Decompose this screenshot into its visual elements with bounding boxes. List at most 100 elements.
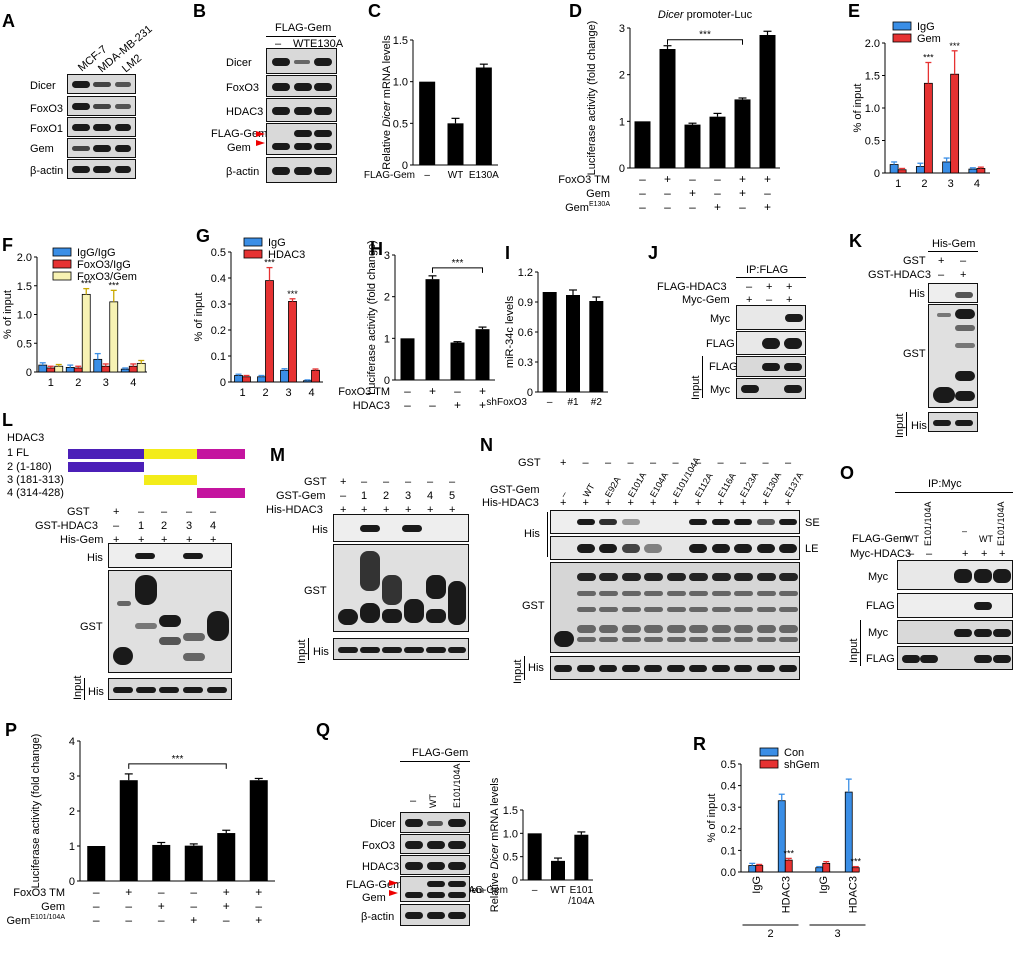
- blot-hdac3: [400, 855, 470, 875]
- band: [644, 573, 663, 581]
- domain-bar: [144, 449, 197, 459]
- y-tick-label: 0.3: [518, 357, 533, 369]
- y-tick-label: 0.5: [17, 338, 32, 350]
- legend-label: HDAC3: [268, 249, 305, 261]
- y-tick-label: 2: [619, 70, 625, 82]
- band: [734, 519, 752, 525]
- x-tick-label: #2: [591, 397, 603, 408]
- panel-label: R: [693, 734, 706, 754]
- y-tick-label: 0.5: [721, 759, 736, 771]
- row-label: GST: [522, 600, 545, 612]
- bar: [566, 295, 580, 392]
- lane-label: E101/104A: [452, 763, 462, 808]
- condition-label: GemE130A: [565, 201, 610, 214]
- y-tick-label: 1: [384, 333, 390, 345]
- legend-label: shGem: [784, 759, 819, 771]
- cond-val: +: [138, 534, 145, 546]
- domain-bar: [197, 488, 245, 498]
- cond-label: GST-Gem: [276, 490, 326, 502]
- cond-val: +: [340, 504, 347, 516]
- cond-val: –: [938, 269, 945, 281]
- row-label: β-actin: [226, 166, 260, 178]
- band: [621, 573, 641, 581]
- group-label: 3: [834, 928, 840, 940]
- band: [779, 573, 798, 581]
- y-tick-label: 0: [402, 160, 408, 172]
- row-label: FLAG: [866, 653, 895, 665]
- bar: [93, 358, 103, 373]
- x-tick-label: 2: [262, 387, 268, 399]
- band: [734, 544, 752, 553]
- band: [599, 625, 618, 633]
- band: [554, 665, 572, 672]
- cond-val: –: [138, 506, 145, 518]
- y-tick-label: 0.2: [721, 824, 736, 836]
- input-label: Input: [894, 413, 906, 438]
- cond-val: 3: [405, 490, 412, 502]
- bar: [542, 292, 557, 392]
- significance-label: ***: [287, 289, 298, 299]
- y-axis-label: % of input: [2, 290, 14, 339]
- bar: [748, 865, 757, 873]
- condition-value: –: [689, 172, 696, 186]
- cond-val: –: [926, 548, 933, 560]
- bar: [136, 362, 146, 373]
- condition-value: +: [764, 172, 771, 186]
- legend-swatch: [52, 247, 72, 257]
- bar: [234, 375, 243, 383]
- chart-r: 0.0 0.1 0.2 0.3 0.4 0.5 % of input *** *** ConshG…: [706, 747, 866, 940]
- condition-value: +: [158, 899, 165, 913]
- legend-swatch: [892, 21, 912, 31]
- band: [666, 637, 686, 642]
- y-tick-label: 0.5: [503, 852, 518, 864]
- band: [689, 625, 708, 633]
- construct-label: 4 (314-428): [7, 487, 64, 499]
- x-tick-label: –: [547, 397, 553, 408]
- cond-val: +: [695, 497, 702, 509]
- cond-val: +: [740, 497, 747, 509]
- legend-label: FoxO3/IgG: [77, 259, 131, 271]
- x-tick-label: #1: [567, 397, 579, 408]
- cond-val: +: [785, 497, 792, 509]
- band: [756, 573, 776, 581]
- x-axis-label: FLAG-Gem: [364, 170, 415, 181]
- y-tick-label: 0.1: [721, 845, 736, 857]
- panel-label: F: [2, 235, 13, 255]
- bar: [249, 780, 268, 881]
- band: [779, 637, 798, 642]
- row-label: His: [524, 528, 540, 540]
- x-tick-label: E101: [570, 885, 594, 896]
- cond-val: –: [383, 476, 390, 488]
- band: [644, 665, 662, 672]
- band: [599, 607, 618, 612]
- y-tick-label: 0: [69, 876, 75, 888]
- cond-val: –: [361, 476, 368, 488]
- panel-label: I: [505, 243, 511, 263]
- band: [599, 519, 617, 525]
- condition-label: FoxO3 TM: [338, 386, 390, 398]
- x-tick-label: WT: [550, 885, 566, 896]
- y-tick-label: 0.3: [721, 802, 736, 814]
- x-tick-label: 2: [75, 377, 81, 389]
- significance-label: ***: [452, 258, 464, 269]
- y-tick-label: 1.5: [503, 805, 518, 817]
- row-label: β-actin: [361, 911, 395, 923]
- bar: [844, 791, 853, 873]
- condition-value: –: [764, 186, 771, 200]
- domain-bar: [68, 462, 144, 472]
- band: [621, 625, 641, 633]
- row-label: FoxO3: [362, 840, 396, 852]
- row-label: Myc: [868, 627, 889, 639]
- bar: [527, 833, 542, 880]
- y-tick-label: 1.0: [865, 103, 880, 115]
- y-tick-label: 1.0: [17, 310, 32, 322]
- panel-label: C: [368, 1, 381, 21]
- y-tick-label: 0.4: [211, 273, 226, 285]
- significance-bracket: [432, 267, 483, 273]
- band: [621, 637, 641, 642]
- bar: [574, 834, 589, 880]
- y-tick-label: 0.5: [393, 118, 408, 130]
- lane-label: –: [275, 38, 282, 50]
- y-tick-label: 3: [384, 250, 390, 262]
- band: [666, 665, 685, 672]
